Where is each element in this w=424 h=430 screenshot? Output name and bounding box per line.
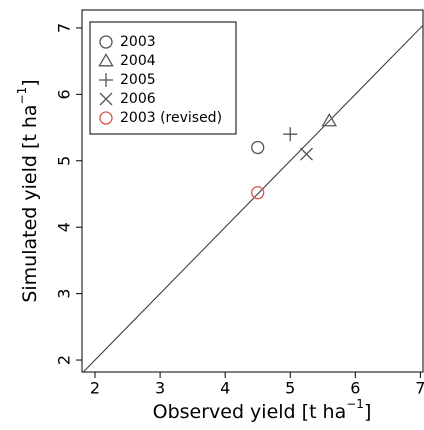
plot-frame — [81, 9, 424, 373]
y-tick-label: 4 — [55, 222, 74, 232]
data-point — [251, 186, 265, 200]
legend-label: 2003 — [120, 34, 156, 50]
y-tick-label: 5 — [55, 156, 74, 166]
legend-marker — [99, 92, 113, 106]
x-tick-label: 4 — [220, 379, 230, 398]
legend-box — [89, 21, 237, 135]
y-axis-label: Simulated yield [t ha−1] — [15, 79, 41, 302]
x-tick-label: 2 — [90, 379, 100, 398]
legend-marker — [99, 111, 113, 125]
data-point — [300, 147, 313, 161]
y-tick-label: 2 — [55, 355, 74, 365]
y-tick-label: 7 — [55, 23, 74, 33]
legend-label: 2005 — [120, 72, 156, 88]
legend-label: 2006 — [120, 91, 156, 107]
x-tick-label: 6 — [350, 379, 360, 398]
x-axis-label: Observed yield [t ha−1] — [153, 397, 372, 423]
identity-line — [82, 24, 423, 372]
legend-marker — [99, 35, 113, 49]
y-tick-label: 3 — [55, 289, 74, 299]
data-point — [251, 140, 265, 155]
legend-label: 2004 — [120, 53, 156, 69]
data-point — [283, 127, 298, 142]
y-tick-label: 6 — [55, 89, 74, 99]
x-tick-label: 7 — [415, 379, 424, 398]
legend-marker — [98, 53, 114, 67]
data-point — [321, 113, 338, 127]
x-tick-label: 3 — [155, 379, 165, 398]
legend-marker — [99, 73, 113, 87]
x-tick-label: 5 — [285, 379, 295, 398]
legend-label: 2003 (revised) — [120, 110, 222, 126]
